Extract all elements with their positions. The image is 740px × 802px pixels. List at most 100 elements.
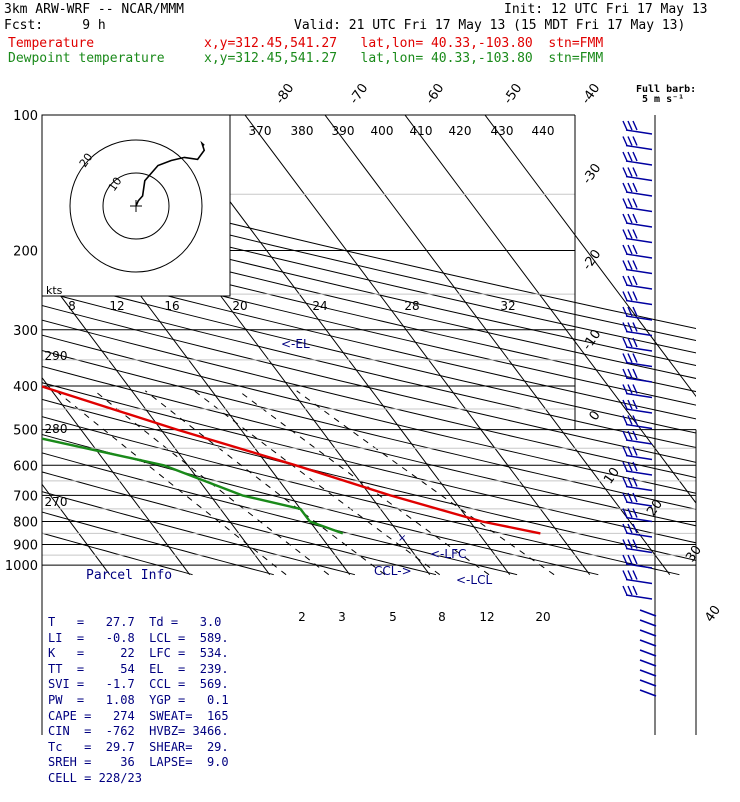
wind-barb-staff bbox=[625, 578, 653, 585]
dry-adiabat-line bbox=[42, 249, 696, 406]
wind-barb-staff bbox=[625, 439, 653, 445]
init-time: Init: 12 UTC Fri 17 May 13 bbox=[504, 2, 708, 17]
wind-barb-low bbox=[639, 669, 657, 677]
wind-barb-flag bbox=[632, 306, 638, 317]
wind-barb-staff bbox=[625, 454, 653, 461]
wind-barb bbox=[622, 570, 653, 585]
wind-barb-flag bbox=[622, 151, 628, 162]
wind-barb-flag bbox=[627, 430, 633, 441]
dry-adiabat-line bbox=[42, 319, 696, 479]
wind-barb-flag bbox=[627, 384, 633, 394]
wind-barb-flag bbox=[622, 523, 628, 534]
wind-barb-flag bbox=[632, 539, 638, 549]
wind-barb-low bbox=[639, 619, 657, 627]
theta-label: 420 bbox=[449, 124, 472, 138]
wind-barb-staff bbox=[625, 191, 653, 197]
wind-barb-staff bbox=[625, 516, 653, 523]
parcel-info-row: K = 22 LFC = 534. bbox=[48, 646, 229, 661]
dry-adiabat-line bbox=[42, 199, 696, 354]
parcel-info-row: SVI = -1.7 CCL = 569. bbox=[48, 677, 229, 692]
wind-barb-flag bbox=[632, 229, 638, 239]
wind-barb-flag bbox=[627, 151, 633, 162]
wind-barb bbox=[622, 461, 653, 476]
wind-barb bbox=[622, 291, 653, 306]
wind-barb-staff bbox=[625, 547, 653, 554]
wind-barb-flag bbox=[632, 523, 638, 534]
temperature-profile-line bbox=[42, 385, 541, 535]
wind-barb-flag bbox=[627, 213, 633, 224]
wind-barb-flag bbox=[622, 182, 628, 193]
dry-adiabat-line bbox=[42, 416, 680, 576]
pressure-tick-label: 500 bbox=[13, 424, 38, 439]
parcel-info-row: LI = -0.8 LCL = 589. bbox=[48, 630, 229, 645]
wind-barb-flag bbox=[632, 585, 638, 596]
pressure-tick-label: 600 bbox=[13, 459, 38, 474]
wind-barb-flag bbox=[622, 322, 628, 332]
wind-barb-flag bbox=[622, 585, 628, 596]
wind-barb-staff bbox=[625, 330, 653, 337]
wind-barb bbox=[622, 508, 653, 523]
wind-barb-staff bbox=[625, 485, 653, 492]
wind-barb-staff bbox=[625, 284, 653, 290]
pressure-tick-label: 1000 bbox=[5, 559, 38, 574]
wind-barb-flag bbox=[627, 136, 633, 146]
dry-adiabat-line bbox=[42, 237, 696, 393]
wind-barb-flag bbox=[622, 399, 628, 410]
wind-barb-flag bbox=[627, 570, 633, 580]
wind-barb-flag bbox=[632, 477, 638, 487]
barb-key-label: Full barb: bbox=[636, 84, 697, 95]
wind-barb-flag bbox=[632, 461, 638, 472]
wind-barb-low bbox=[639, 659, 657, 667]
wind-barb-staff bbox=[625, 361, 653, 368]
dry-adiabat-line bbox=[42, 263, 696, 420]
theta-label: 410 bbox=[410, 124, 433, 138]
mixing-ratio-line bbox=[193, 390, 440, 576]
level-label-ccl: CCL-> bbox=[374, 564, 412, 578]
wind-barb-flag bbox=[622, 167, 628, 177]
wind-barb-flag bbox=[632, 260, 638, 270]
pressure-tick-label: 900 bbox=[13, 539, 38, 554]
wind-barb-flag bbox=[627, 167, 633, 177]
mixing-ratio-label: 5 bbox=[389, 610, 397, 624]
hodograph-trace bbox=[135, 140, 206, 207]
theta-label: 400 bbox=[371, 124, 394, 138]
wind-barb bbox=[622, 337, 653, 352]
wind-barb-staff bbox=[625, 470, 653, 476]
wind-barb-staff bbox=[625, 532, 653, 538]
hodograph-unit-label: kts bbox=[46, 284, 63, 297]
wind-barb-flag bbox=[632, 182, 638, 193]
isotherm-label: 10 bbox=[601, 465, 623, 487]
wind-barb-flag bbox=[622, 461, 628, 472]
isotherm-label: -80 bbox=[273, 81, 297, 107]
dry-adiabat-line bbox=[42, 471, 437, 576]
wind-barb-flag bbox=[622, 291, 628, 301]
isotherm-label: -60 bbox=[423, 81, 447, 107]
isotherm-label: -30 bbox=[580, 161, 604, 187]
wind-barb-low bbox=[639, 639, 657, 647]
wind-barb bbox=[622, 322, 653, 337]
wind-barb-flag bbox=[627, 461, 633, 472]
mixing-ratio-label: 20 bbox=[535, 610, 550, 624]
isotherm-line bbox=[42, 376, 191, 575]
wind-barb-flag bbox=[627, 368, 633, 379]
valid-time: Valid: 21 UTC Fri 17 May 13 (15 MDT Fri … bbox=[294, 18, 686, 33]
wind-barb-low bbox=[639, 649, 657, 657]
wind-barb-staff bbox=[625, 315, 653, 321]
hodo-speed-label: 16 bbox=[164, 299, 179, 313]
wind-barb-flag bbox=[622, 446, 628, 456]
wind-barb-flag bbox=[632, 151, 638, 162]
wind-barb bbox=[622, 151, 653, 166]
wind-barb-flag bbox=[632, 508, 638, 518]
wind-barb-flag bbox=[632, 337, 638, 348]
wind-barb-flag bbox=[632, 368, 638, 379]
wind-barb bbox=[622, 229, 653, 244]
wind-barb-flag bbox=[632, 198, 638, 208]
isotherm-line bbox=[244, 115, 591, 575]
wind-barb-staff bbox=[625, 423, 653, 430]
wind-barb-flag bbox=[632, 570, 638, 580]
dry-adiabat-line bbox=[42, 334, 696, 494]
wind-barb-flag bbox=[632, 167, 638, 177]
temperature-legend: Temperature bbox=[8, 36, 95, 51]
wind-barb-flag bbox=[627, 306, 633, 317]
mixing-ratio-label: 3 bbox=[338, 610, 346, 624]
